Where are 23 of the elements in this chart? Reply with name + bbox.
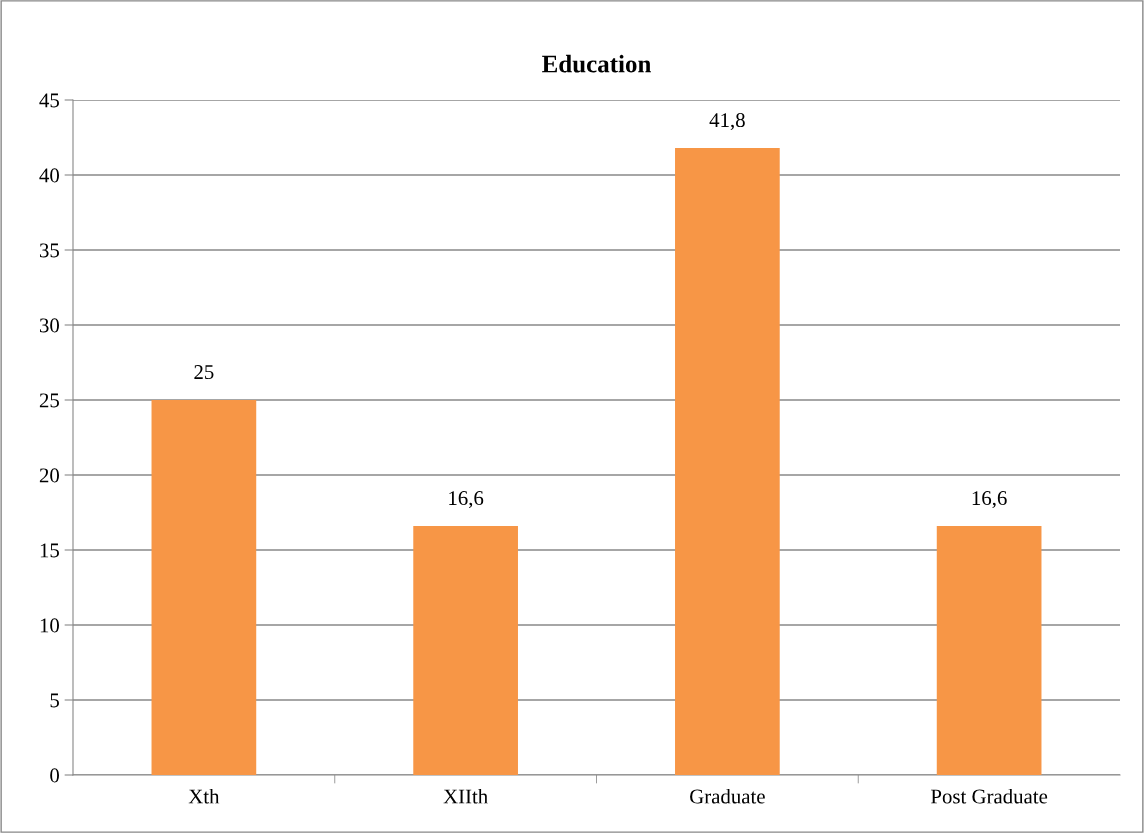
y-tick-label: 0: [50, 768, 60, 783]
data-label: 41,8: [709, 113, 745, 131]
y-tick-label: 5: [50, 693, 59, 708]
x-tick-label: Graduate: [690, 788, 765, 804]
y-tick-label: 30: [39, 318, 60, 333]
y-tick-label: 15: [40, 543, 59, 558]
y-tick-label: 10: [40, 618, 60, 633]
data-label: 16,6: [449, 491, 484, 509]
bar: [413, 526, 518, 775]
x-tick-label: Post Graduate: [931, 788, 1048, 804]
data-label: 16,6: [972, 491, 1007, 509]
y-tick-label: 25: [39, 393, 59, 408]
chart-title: Education: [542, 54, 651, 73]
bar: [151, 400, 257, 775]
bar: [936, 526, 1042, 775]
y-tick-label: 35: [39, 243, 59, 258]
y-tick-label: 20: [39, 468, 60, 483]
y-tick-label: 45: [39, 93, 59, 108]
x-tick-label: XIIth: [443, 788, 488, 804]
data-label: 25: [194, 365, 214, 380]
y-tick-label: 40: [39, 168, 60, 183]
x-tick-label: Xth: [188, 788, 220, 804]
bar: [675, 148, 780, 775]
